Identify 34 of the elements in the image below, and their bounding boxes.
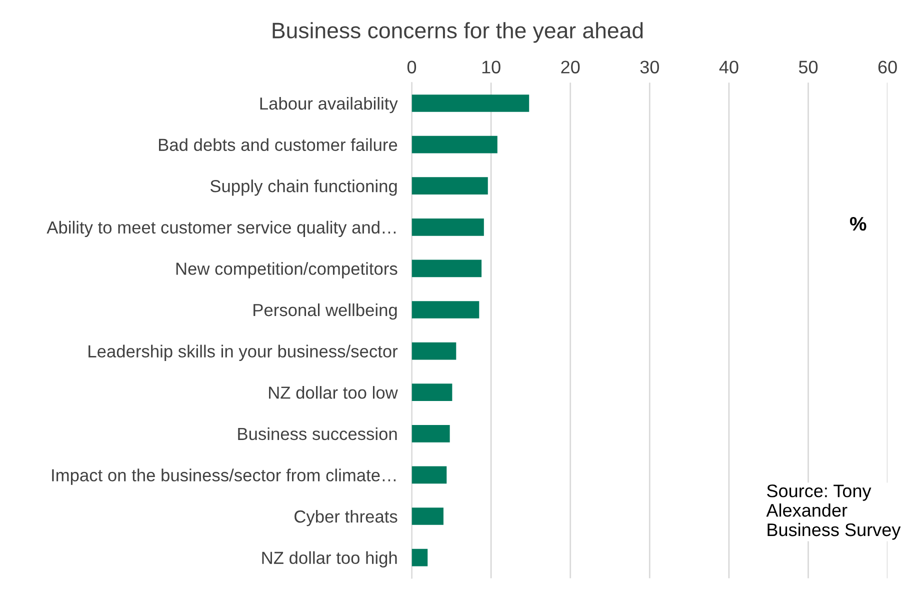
y-tick-label: Labour availability (260, 96, 398, 114)
x-tick-label: 40 (719, 60, 738, 74)
x-tick-label: 60 (878, 60, 897, 74)
annotation: Source: Tony Alexander Business Survey (766, 484, 901, 540)
x-tick-label: 10 (482, 60, 500, 74)
bar (412, 301, 480, 318)
bar (412, 342, 456, 360)
y-tick-label: Supply chain functioning (210, 180, 397, 196)
bar (412, 260, 482, 278)
y-tick-label: Cyber threats (294, 510, 398, 526)
y-tick-label: NZ dollar too low (269, 386, 398, 399)
annotation: % (850, 216, 866, 231)
bar (412, 136, 498, 154)
bar (412, 218, 484, 236)
y-tick-label: NZ dollar too high (262, 551, 397, 568)
bar (412, 177, 488, 195)
y-tick-label: New competition/competitors (176, 262, 398, 278)
y-tick-label: Ability to meet customer service quality and… (46, 220, 396, 238)
x-tick-label: 20 (561, 60, 580, 74)
x-tick-label: 0 (407, 60, 416, 74)
bar (412, 548, 428, 566)
y-tick-label: Leadership skills in your business/sector (88, 344, 398, 361)
x-tick-label: 50 (798, 60, 818, 74)
y-tick-label: Impact on the business/sector from climate… (52, 468, 396, 485)
x-tick-label: 30 (640, 60, 659, 74)
bar (412, 508, 444, 525)
y-tick-label: Business succession (238, 427, 397, 440)
bar (412, 466, 447, 484)
y-tick-label: Bad debts and customer failure (159, 138, 398, 152)
bar (412, 94, 530, 112)
bar (412, 384, 452, 402)
y-tick-label: Personal wellbeing (254, 303, 397, 320)
chart-title: Business concerns for the year ahead (272, 22, 643, 43)
bar (412, 424, 450, 442)
